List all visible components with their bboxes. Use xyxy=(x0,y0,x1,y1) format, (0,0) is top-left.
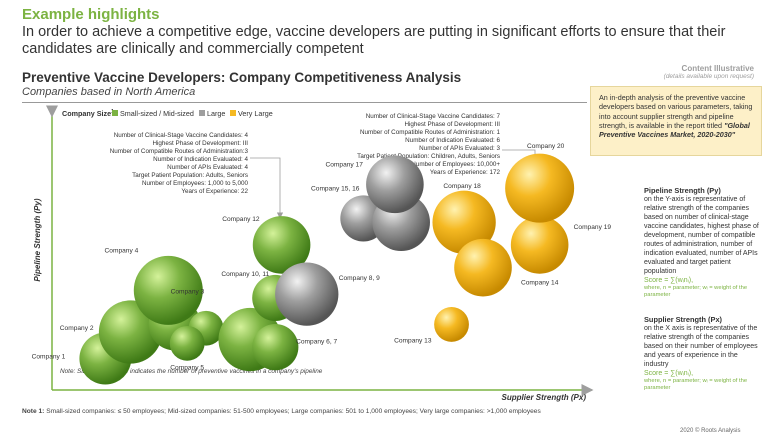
label-company-14: Company 14 xyxy=(521,280,559,287)
x-axis-label: Supplier Strength (Px) xyxy=(502,393,587,402)
legend-swatch-very-large xyxy=(230,110,236,116)
annotation-line: Highest Phase of Development: III xyxy=(404,121,500,128)
y-axis-label: Pipeline Strength (Py) xyxy=(33,198,42,281)
supplier-strength-body: on the X axis is representative of the r… xyxy=(644,325,758,368)
label-company-4: Company 4 xyxy=(105,247,139,254)
label-company-8-9: Company 8, 9 xyxy=(339,275,380,282)
footer-note: Note 1: Small-sized companies: ≤ 50 empl… xyxy=(22,408,541,415)
bubble-chart: Pipeline Strength (Py) Supplier Strength… xyxy=(32,105,612,402)
legend-swatch-large xyxy=(199,110,205,116)
bubble-company-20[interactable] xyxy=(505,153,575,223)
pipeline-strength-formula: Score = ∑(wᵢnᵢ), xyxy=(644,277,694,284)
annotation-line: Target Patient Population: Children, Adu… xyxy=(357,153,500,160)
label-company-13: Company 13 xyxy=(394,337,432,344)
annotation-line: Number of Compatible Routes of Administr… xyxy=(110,148,249,155)
annotation-line: Number of Employees: 1,000 to 5,000 xyxy=(142,180,249,187)
label-company-2: Company 2 xyxy=(60,325,94,332)
annotation-line: Number of Indication Evaluated: 6 xyxy=(405,137,500,144)
legend-label-small-mid: Small-sized / Mid-sized xyxy=(120,109,194,118)
legend-label-very-large: Very Large xyxy=(238,109,273,118)
bubbles-layer xyxy=(79,153,575,385)
details-note: (details available upon request) xyxy=(663,73,754,80)
company-12-pointer xyxy=(250,157,284,219)
bubble-company-13[interactable] xyxy=(434,307,469,342)
company-12-details: Number of Clinical-Stage Vaccine Candida… xyxy=(110,132,249,195)
label-company-17: Company 17 xyxy=(325,161,363,168)
highlights-label: Example highlights xyxy=(22,6,160,23)
bubble-company-18[interactable] xyxy=(432,190,496,254)
pipeline-strength-body: on the Y-axis is representative of relat… xyxy=(644,196,759,275)
callout-report-title: "Global Preventive Vaccines Market, 2020… xyxy=(599,120,750,140)
annotation-line: Target Patient Population: Adults, Senio… xyxy=(132,172,248,179)
bubble-company-14[interactable] xyxy=(454,238,512,297)
label-company-5: Company 5 xyxy=(170,364,204,371)
title-divider xyxy=(22,102,587,103)
bubble-company-4[interactable] xyxy=(133,255,203,325)
bubble-company-12[interactable] xyxy=(252,216,311,274)
annotation-line: Number of Indication Evaluated: 4 xyxy=(153,156,248,163)
label-company-15-16: Company 15, 16 xyxy=(311,185,360,192)
label-company-10-11: Company 10, 11 xyxy=(221,271,269,278)
footer-note-text: Small-sized companies: ≤ 50 employees; M… xyxy=(44,408,541,415)
bubble-company-5[interactable] xyxy=(169,325,205,361)
pipeline-strength-heading: Pipeline Strength (Py) xyxy=(644,186,721,195)
callout-text: An in-depth analysis of the preventive v… xyxy=(599,93,753,130)
pipeline-strength-description: Pipeline Strength (Py) on the Y-axis is … xyxy=(644,186,762,299)
annotation-line: Number of Clinical-Stage Vaccine Candida… xyxy=(366,113,501,120)
chart-title: Preventive Vaccine Developers: Company C… xyxy=(22,70,462,85)
annotation-line: Number of APIs Evaluated: 4 xyxy=(167,164,248,171)
label-company-12: Company 12 xyxy=(222,216,260,223)
legend-label-large: Large xyxy=(207,109,225,118)
label-company-20: Company 20 xyxy=(527,143,565,150)
annotation-line: Number of Compatible Routes of Administr… xyxy=(360,129,500,136)
bubble-company-19[interactable] xyxy=(510,216,569,274)
annotation-line: Number of APIs Evaluated: 3 xyxy=(419,145,500,152)
annotation-line: Highest Phase of Development: III xyxy=(152,140,248,147)
supplier-strength-where: where, n = parameter; wᵢ = weight of the… xyxy=(644,378,748,391)
label-company-1: Company 1 xyxy=(32,354,66,361)
footer-note-label: Note 1: xyxy=(22,408,45,415)
company-14-details: Number of Clinical-Stage Vaccine Candida… xyxy=(357,113,500,176)
pipeline-strength-where: where, n = parameter; wᵢ = weight of the… xyxy=(644,285,748,298)
bubble-labels-layer: Company 1 Company 2 Company 3 Company 4 Comp… xyxy=(32,143,612,371)
label-company-19: Company 19 xyxy=(574,224,612,231)
annotation-line: Years of Experience: 172 xyxy=(430,169,501,176)
page-subtitle: In order to achieve a competitive edge, … xyxy=(22,24,726,57)
legend-swatch-small-mid xyxy=(112,110,118,116)
copyright: 2020 © Roots Analysis xyxy=(680,428,741,434)
label-company-18: Company 18 xyxy=(443,183,481,190)
report-callout: An in-depth analysis of the preventive v… xyxy=(590,86,762,156)
annotation-line: Number of Employees: 10,000+ xyxy=(411,161,500,168)
chart-legend: Company Size1 Small-sized / Mid-sized La… xyxy=(62,109,273,118)
bubble-7[interactable] xyxy=(252,324,299,371)
legend-title: Company Size1 xyxy=(62,109,114,118)
bubble-company-8-9[interactable] xyxy=(275,262,339,326)
annotation-line: Years of Experience: 22 xyxy=(181,188,248,195)
annotation-line: Number of Clinical-Stage Vaccine Candida… xyxy=(114,132,249,139)
chart-subtitle: Companies based in North America xyxy=(22,86,196,98)
supplier-strength-description: Supplier Strength (Px) on the X axis is … xyxy=(644,315,762,392)
supplier-strength-formula: Score = ∑(wᵢnᵢ), xyxy=(644,370,694,377)
label-company-3: Company 3 xyxy=(171,288,205,295)
bubble-company-17[interactable] xyxy=(366,155,424,214)
label-company-6-7: Company 6, 7 xyxy=(296,339,337,346)
supplier-strength-heading: Supplier Strength (Px) xyxy=(644,315,723,324)
bubble-size-note: Note: Size of the bubble indicates the n… xyxy=(60,368,323,375)
content-illustrative-label: Content Illustrative xyxy=(681,64,754,73)
